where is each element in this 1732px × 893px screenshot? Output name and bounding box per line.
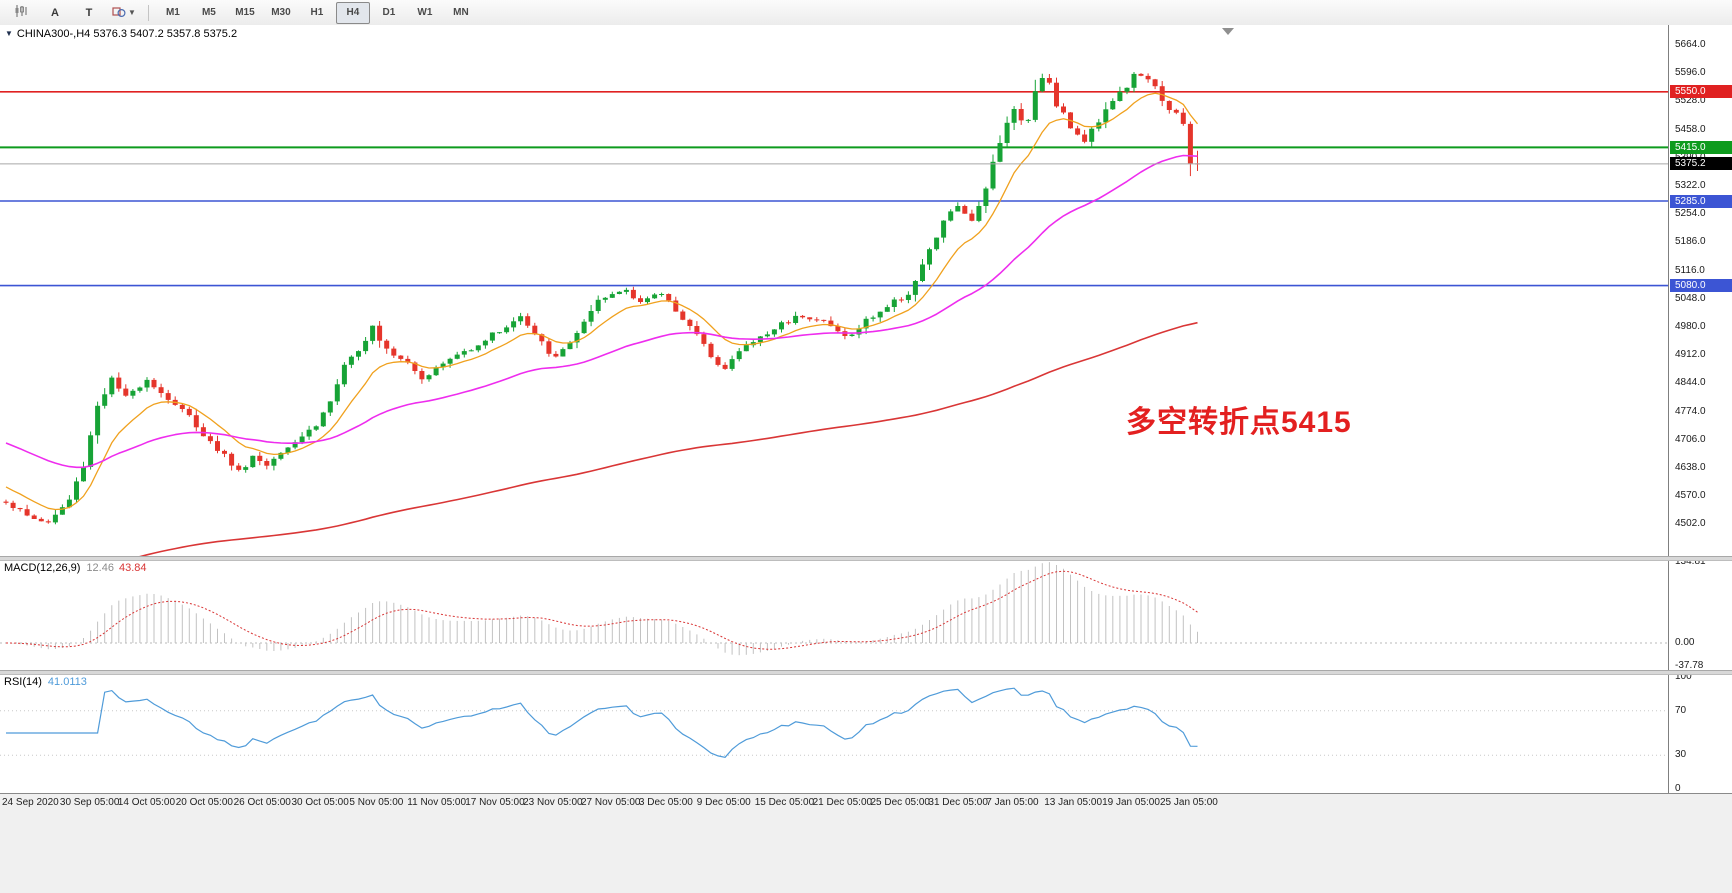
macd-tick: 0.00 (1675, 637, 1695, 648)
time-tick: 15 Dec 05:00 (754, 797, 815, 808)
ohlc-values: 5376.3 5407.2 5357.8 5375.2 (93, 28, 238, 40)
time-tick: 27 Nov 05:00 (581, 797, 641, 808)
toolbar-separator (147, 4, 149, 21)
rsi-label: RSI(14) 41.0113 (4, 676, 87, 688)
time-tick: 23 Nov 05:00 (523, 797, 583, 808)
current-price-badge: 5375.2 (1670, 157, 1732, 171)
price-axis[interactable]: 5664.0 5596.0 5528.0 5458.0 5390.0 5322.0 5254… (1668, 25, 1732, 794)
macd-tick: -37.78 (1675, 659, 1704, 671)
shift-marker-icon (1222, 28, 1234, 35)
time-tick: 14 Oct 05:00 (117, 797, 176, 808)
time-tick: 30 Sep 05:00 (59, 797, 120, 808)
price-tick: 5596.0 (1675, 66, 1706, 78)
text-tool-button[interactable]: A (51, 6, 59, 19)
price-tick: 5048.0 (1675, 292, 1706, 304)
price-tick: 4844.0 (1675, 376, 1706, 388)
macd-main-value: 12.46 (86, 562, 114, 574)
chevron-down-icon: ▼ (128, 8, 136, 17)
timeframe-m5[interactable]: M5 (201, 7, 216, 18)
rsi-indicator-canvas[interactable] (0, 673, 1668, 793)
time-tick: 5 Nov 05:00 (349, 797, 404, 808)
shapes-tool-button[interactable]: ▼ (107, 2, 141, 24)
pane-separator[interactable] (0, 670, 1732, 675)
rsi-tick: 30 (1675, 749, 1687, 761)
chart-title: ▼ CHINA300-,H4 5376.3 5407.2 5357.8 5375.… (5, 28, 237, 40)
pane-separator[interactable] (0, 556, 1732, 561)
timeframe-d1[interactable]: D1 (382, 7, 396, 18)
macd-tick: 134.81 (1675, 556, 1706, 568)
price-tick: 5186.0 (1675, 235, 1706, 247)
price-tick: 4638.0 (1675, 461, 1706, 473)
textbox-tool-button[interactable]: T (85, 6, 93, 19)
timeframe-mn[interactable]: MN (453, 7, 469, 18)
time-axis[interactable]: 24 Sep 2020 30 Sep 05:00 14 Oct 05:00 20 Oc… (0, 793, 1732, 815)
time-tick: 20 Oct 05:00 (175, 797, 233, 808)
rsi-value: 41.0113 (47, 676, 87, 688)
rsi-tick: 70 (1675, 704, 1687, 716)
price-tick: 5322.0 (1675, 179, 1706, 191)
price-tick: 5458.0 (1675, 123, 1706, 135)
time-tick: 31 Dec 05:00 (928, 797, 988, 808)
price-tick: 4570.0 (1675, 489, 1706, 501)
timeframe-m1[interactable]: M1 (165, 7, 180, 18)
chart-tool-button[interactable] (5, 2, 37, 24)
timeframe-h1[interactable]: H1 (310, 7, 324, 18)
rsi-tick: 0 (1675, 782, 1681, 794)
time-tick: 24 Sep 2020 (2, 797, 59, 808)
price-level-badge: 5285.0 (1670, 194, 1732, 208)
chart-window: ▼ CHINA300-,H4 5376.3 5407.2 5357.8 5375.… (0, 25, 1732, 794)
symbol-period-label: CHINA300-,H4 (16, 28, 91, 40)
shapes-icon (112, 5, 126, 21)
price-tick: 4502.0 (1675, 517, 1706, 529)
time-tick: 21 Dec 05:00 (812, 797, 873, 808)
candles-icon (14, 4, 28, 21)
price-chart-canvas[interactable] (0, 25, 1668, 556)
macd-indicator-canvas[interactable] (0, 559, 1668, 670)
rsi-tick: 100 (1675, 671, 1692, 683)
timeframe-m30[interactable]: M30 (271, 7, 291, 18)
price-tick: 4912.0 (1675, 348, 1706, 360)
timeframe-w1[interactable]: W1 (417, 7, 433, 18)
timeframe-m15[interactable]: M15 (235, 7, 255, 18)
chart-annotation[interactable]: 多空转折点5415 (1126, 406, 1352, 439)
macd-name: MACD(12,26,9) (4, 562, 81, 574)
time-tick: 26 Oct 05:00 (233, 797, 291, 808)
macd-signal-value: 43.84 (118, 562, 147, 574)
time-tick: 13 Jan 05:00 (1044, 797, 1103, 808)
price-tick: 5116.0 (1675, 264, 1705, 276)
time-tick: 25 Jan 05:00 (1160, 797, 1218, 808)
rsi-name: RSI(14) (4, 676, 42, 688)
timeframe-toolbar: M1 M5 M15 M30 H1 H4 D1 W1 MN (155, 1, 479, 24)
price-tick: 4980.0 (1675, 320, 1706, 332)
time-tick: 30 Oct 05:00 (291, 797, 349, 808)
time-tick: 7 Jan 05:00 (986, 797, 1039, 808)
price-tick: 4774.0 (1675, 405, 1706, 417)
price-tick: 5254.0 (1675, 207, 1706, 219)
price-tick: 4706.0 (1675, 433, 1706, 445)
timeframe-h4[interactable]: H4 (335, 1, 370, 24)
price-level-badge: 5415.0 (1670, 140, 1732, 154)
time-tick: 3 Dec 05:00 (638, 797, 693, 808)
macd-label: MACD(12,26,9) 12.46 43.84 (4, 562, 146, 574)
time-tick: 11 Nov 05:00 (407, 797, 467, 808)
price-level-badge: 5550.0 (1670, 85, 1732, 99)
price-level-badge: 5080.0 (1670, 279, 1732, 293)
price-tick: 5528.0 (1675, 94, 1706, 106)
time-tick: 9 Dec 05:00 (696, 797, 751, 808)
price-tick: 5390.0 (1675, 152, 1706, 164)
toolbar: A T ▼ M1 M5 M15 M30 H1 H4 D1 W1 MN (0, 0, 1732, 26)
time-tick: 19 Jan 05:00 (1102, 797, 1160, 808)
price-tick: 5664.0 (1675, 38, 1706, 50)
time-tick: 25 Dec 05:00 (870, 797, 931, 808)
time-tick: 17 Nov 05:00 (465, 797, 525, 808)
one-click-trading-icon[interactable]: ▼ (5, 29, 13, 38)
